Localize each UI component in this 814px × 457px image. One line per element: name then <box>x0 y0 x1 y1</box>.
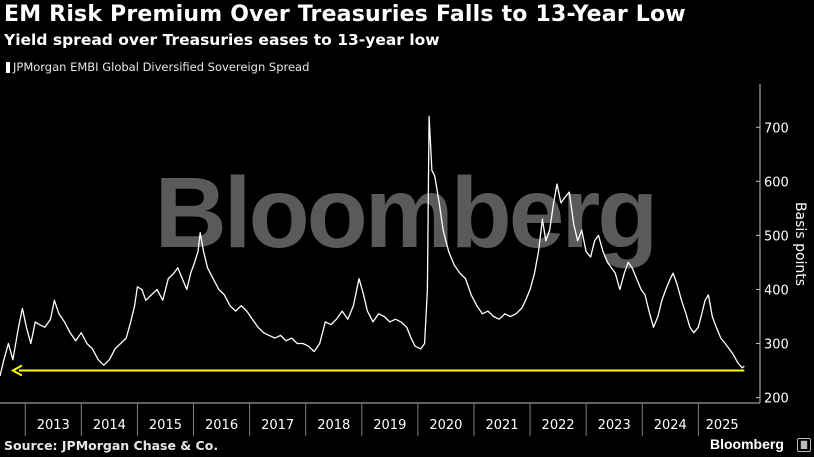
chart-subtitle: Yield spread over Treasuries eases to 13… <box>4 31 440 49</box>
legend: JPMorgan EMBI Global Diversified Soverei… <box>6 60 309 74</box>
y-tick-label: 600 <box>764 175 789 190</box>
series-line <box>0 115 745 377</box>
x-tick-label: 2013 <box>37 418 70 433</box>
bloomberg-logo: Bloomberg <box>710 436 784 452</box>
x-tick-label: 2017 <box>261 418 294 433</box>
legend-label: JPMorgan EMBI Global Diversified Soverei… <box>13 60 310 74</box>
legend-swatch <box>6 61 10 73</box>
chart-icon: ▇ <box>797 438 811 452</box>
x-tick-label: 2019 <box>373 418 406 433</box>
watermark: Bloomberg <box>155 157 656 269</box>
x-tick-label: 2021 <box>485 418 518 433</box>
chart-title: EM Risk Premium Over Treasuries Falls to… <box>4 2 686 27</box>
y-tick-label: 200 <box>764 392 789 407</box>
x-axis: 2013 2014 2015 2016 2017 2018 2019 2020 2021 2022… <box>0 402 760 436</box>
x-tick-label: 2014 <box>93 418 126 433</box>
y-tick-label: 500 <box>764 229 789 244</box>
x-tick-label: 2023 <box>598 418 631 433</box>
plot-area <box>0 115 745 377</box>
x-tick-label: 2020 <box>429 418 462 433</box>
x-tick-label: 2015 <box>149 418 182 433</box>
annotation-arrow-head <box>10 364 23 377</box>
x-tick-label: 2016 <box>205 418 238 433</box>
x-tick-label: 2022 <box>542 418 575 433</box>
y-tick-label: 400 <box>764 283 789 298</box>
y-tick-label: 300 <box>764 338 789 353</box>
y-tick-label: 700 <box>764 121 789 136</box>
x-tick-label: 2018 <box>317 418 350 433</box>
y-axis: 200 300 400 500 600 700 <box>756 84 789 407</box>
source-note: Source: JPMorgan Chase & Co. <box>4 438 219 453</box>
y-axis-label: Basis points <box>792 202 808 286</box>
x-tick-label: 2024 <box>654 418 687 433</box>
x-tick-label: 2025 <box>706 418 739 433</box>
